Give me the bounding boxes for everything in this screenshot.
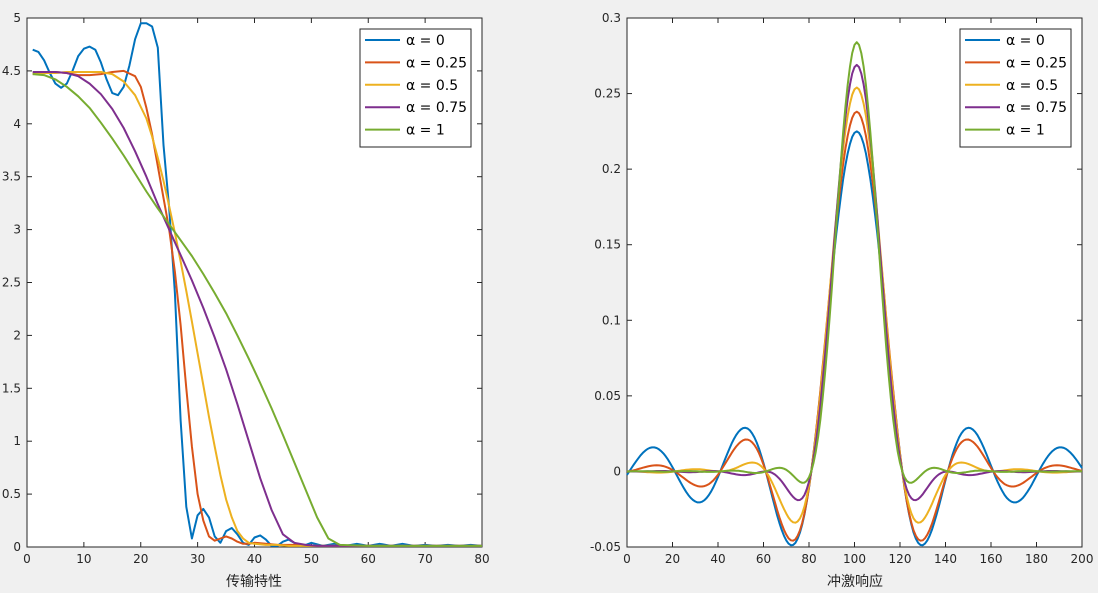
- tick-group: 0 20 40 60 80 100 120 140 160 180 200-0.0500.050.1…: [590, 11, 1094, 566]
- y-tick-label: 4: [13, 117, 21, 131]
- legend-entry: α = 1: [406, 123, 445, 139]
- y-tick-label: -0.05: [590, 540, 621, 554]
- legend-entry: α = 0.5: [406, 78, 458, 94]
- y-tick-label: 5: [13, 11, 21, 25]
- x-tick-label: 50: [304, 552, 319, 566]
- series-line-2: [32, 71, 482, 547]
- x-tick-label: 0: [623, 552, 631, 566]
- x-tick-label: 160: [980, 552, 1003, 566]
- x-tick-label: 100: [843, 552, 866, 566]
- tick-group: 0 10 20 30 40 50 60 70 80 0 0.5 1 1.5 2 2.5 3 3.5 4 4.5 5: [2, 11, 490, 566]
- y-tick-label: 1: [13, 434, 21, 448]
- y-tick-label: 2: [13, 328, 21, 342]
- x-tick-label: 60: [756, 552, 771, 566]
- y-tick-label: 0.05: [594, 389, 621, 403]
- series-line-4: [32, 73, 482, 547]
- legend: α = 0 α = 0.25 α = 0.5 α = 0.75 α = 1: [959, 28, 1072, 148]
- legend: α = 0 α = 0.25 α = 0.5 α = 0.75 α = 1: [359, 28, 472, 148]
- x-tick-label: 80: [801, 552, 816, 566]
- x-tick-label: 200: [1071, 552, 1094, 566]
- x-tick-label: 120: [889, 552, 912, 566]
- y-tick-label: 0.3: [602, 11, 621, 25]
- series-line-2: [627, 86, 1083, 524]
- y-tick-label: 3: [13, 223, 21, 237]
- x-tick-label: 180: [1025, 552, 1048, 566]
- legend-entry: α = 0.5: [1006, 78, 1058, 94]
- x-tick-label: 10: [76, 552, 91, 566]
- y-tick-label: 1.5: [2, 381, 21, 395]
- series-line-4: [626, 41, 1083, 484]
- legend-entry: α = 0.75: [1006, 100, 1067, 116]
- legend-box: [359, 28, 472, 148]
- y-tick-label: 0: [613, 464, 621, 478]
- x-tick-label: 40: [247, 552, 262, 566]
- series-group: [626, 41, 1083, 547]
- x-tick-label: 60: [361, 552, 376, 566]
- x-axis-label: 传输特性: [226, 574, 282, 590]
- y-tick-label: 4.5: [2, 64, 21, 78]
- legend-box: [959, 28, 1072, 148]
- y-tick-label: 0.1: [602, 313, 621, 327]
- legend-entry: α = 0.75: [406, 100, 467, 116]
- x-tick-label: 30: [190, 552, 205, 566]
- legend-entry: α = 1: [1006, 123, 1045, 139]
- x-axis-label: 冲激响应: [827, 573, 883, 590]
- y-tick-label: 3.5: [2, 170, 21, 184]
- x-tick-label: 70: [417, 552, 432, 566]
- y-tick-label: 2.5: [2, 276, 21, 290]
- y-tick-label: 0.5: [2, 487, 21, 501]
- x-tick-label: 20: [133, 552, 148, 566]
- x-tick-label: 40: [710, 552, 725, 566]
- x-tick-label: 140: [934, 552, 957, 566]
- legend-entry: α = 0.25: [1006, 55, 1067, 71]
- x-tick-label: 0: [23, 552, 31, 566]
- series-group: [32, 22, 483, 547]
- impulse-response-axes: 0 20 40 60 80 100 120 140 160 180 200-0.0500.050.1…: [590, 11, 1094, 590]
- series-line-3: [32, 71, 482, 547]
- y-tick-label: 0: [13, 540, 21, 554]
- transmission-characteristic-axes: 0 10 20 30 40 50 60 70 80 0 0.5 1 1.5 2 2.5 3 3.5 4 4.5 5 传…: [2, 11, 490, 590]
- x-tick-label: 80: [474, 552, 489, 566]
- y-tick-label: 0.15: [594, 238, 621, 252]
- y-tick-label: 0.2: [602, 162, 621, 176]
- legend-entry: α = 0.25: [406, 55, 467, 71]
- series-line-1: [626, 110, 1083, 542]
- legend-entry: α = 0: [1006, 33, 1045, 49]
- legend-entry: α = 0: [406, 33, 445, 49]
- x-tick-label: 20: [665, 552, 680, 566]
- series-line-0: [626, 130, 1083, 547]
- series-line-0: [32, 22, 483, 547]
- y-tick-label: 0.25: [594, 87, 621, 101]
